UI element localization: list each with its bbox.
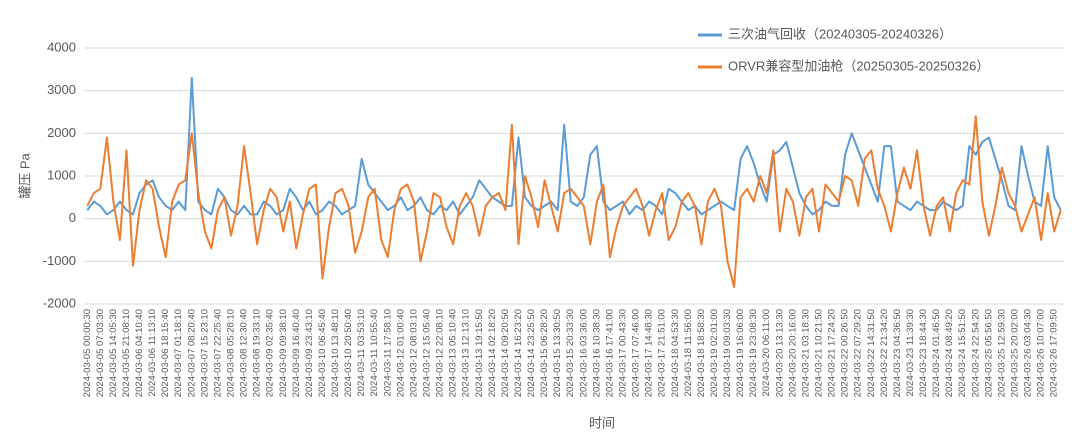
x-tick-label: 2024-03-20 13:13:30 [774,309,785,397]
x-tick-label: 2024-03-11 03:53:10 [356,309,367,397]
x-tick-label: 2024-03-15 13:30:50 [552,309,563,397]
x-tick-label: 2024-03-10 20:50:40 [343,309,354,397]
x-tick-label: 2024-03-19 23:08:30 [748,309,759,397]
x-tick-label: 2024-03-19 09:03:30 [722,309,733,397]
x-tick-label: 2024-03-26 10:07:00 [1036,309,1047,397]
x-tick-label: 2024-03-06 11:13:10 [147,309,158,397]
x-tick-label: 2024-03-22 14:31:50 [866,309,877,397]
x-tick-label: 2024-03-09 09:38:10 [278,309,289,397]
y-tick-label: 4000 [47,39,76,54]
x-tick-label: 2024-03-09 02:35:40 [265,309,276,397]
y-tick-label: -1000 [43,253,76,268]
x-tick-label: 2024-03-26 03:04:30 [1023,309,1034,397]
x-tick-label: 2024-03-21 10:21:50 [814,309,825,397]
x-tick-label: 2024-03-22 07:29:20 [853,309,864,397]
x-tick-label: 2024-03-20 20:16:00 [787,309,798,397]
x-tick-label: 2024-03-25 20:02:00 [1010,309,1021,397]
x-tick-label: 2024-03-14 09:20:50 [500,309,511,397]
x-tick-label: 2024-03-17 14:48:30 [644,309,655,397]
x-tick-label: 2024-03-19 16:06:00 [735,309,746,397]
x-tick-label: 2024-03-11 17:58:10 [382,309,393,397]
x-tick-label: 2024-03-11 10:55:40 [369,309,380,397]
x-tick-label: 2024-03-24 15:51:50 [957,309,968,397]
x-tick-label: 2024-03-08 19:33:10 [252,309,263,397]
x-tick-label: 2024-03-07 15:23:10 [199,309,210,397]
x-tick-label: 2024-03-17 00:43:30 [618,309,629,397]
x-tick-label: 2024-03-16 10:38:30 [591,309,602,397]
x-tick-label: 2024-03-10 13:48:10 [330,309,341,397]
x-tick-label: 2024-03-12 01:00:40 [395,309,406,397]
series-line [86,76,1062,216]
x-tick-label: 2024-03-12 08:03:10 [408,309,419,397]
x-tick-label: 2024-03-21 17:24:20 [827,309,838,397]
y-tick-label: 2000 [47,125,76,140]
y-tick-label: 0 [69,210,76,225]
x-tick-label: 2024-03-22 00:26:50 [840,309,851,397]
y-tick-label: -2000 [43,295,76,310]
x-tick-label: 2024-03-10 06:45:40 [317,309,328,397]
x-tick-label: 2024-03-16 03:36:00 [578,309,589,397]
x-tick-label: 2024-03-23 11:39:30 [905,309,916,397]
x-tick-label: 2024-03-09 23:43:10 [304,309,315,397]
x-tick-label: 2024-03-24 22:54:20 [970,309,981,397]
x-tick-label: 2024-03-15 06:28:20 [539,309,550,397]
x-tick-label: 2024-03-17 21:51:00 [657,309,668,397]
x-tick-label: 2024-03-13 12:13:10 [461,309,472,397]
x-tick-label: 2024-03-15 20:33:30 [565,309,576,397]
x-tick-label: 2024-03-16 17:41:00 [604,309,615,397]
x-tick-label: 2024-03-06 18:15:40 [160,309,171,397]
x-tick-label: 2024-03-09 16:40:40 [291,309,302,397]
series-line [86,115,1062,288]
x-tick-label: 2024-03-08 05:28:10 [226,309,237,397]
x-tick-label: 2024-03-14 16:23:20 [513,309,524,397]
x-tick-label: 2024-03-05 14:05:30 [108,309,119,397]
x-tick-label: 2024-03-23 04:36:50 [892,309,903,397]
y-axis-label: 罐压 Pa [17,152,32,198]
x-tick-label: 2024-03-18 18:58:30 [696,309,707,397]
x-tick-label: 2024-03-13 19:15:50 [474,309,485,397]
x-tick-label: 2024-03-18 11:56:00 [683,309,694,397]
x-tick-label: 2024-03-22 21:34:20 [879,309,890,397]
x-tick-label: 2024-03-19 02:01:00 [709,309,720,397]
x-tick-label: 2024-03-06 04:10:40 [134,309,145,397]
x-tick-label: 2024-03-12 22:08:10 [435,309,446,397]
x-tick-label: 2024-03-12 15:05:40 [422,309,433,397]
x-tick-label: 2024-03-24 01:46:50 [931,309,942,397]
y-tick-label: 1000 [47,167,76,182]
x-tick-label: 2024-03-13 05:10:40 [448,309,459,397]
y-tick-label: 3000 [47,82,76,97]
x-tick-label: 2024-03-07 22:25:40 [212,309,223,397]
x-tick-label: 2024-03-14 23:25:50 [526,309,537,397]
x-tick-label: 2024-03-25 12:59:30 [996,309,1007,397]
legend-label: 三次油气回收（20240305-20240326） [728,26,952,41]
x-tick-label: 2024-03-07 01:18:10 [173,309,184,397]
x-tick-label: 2024-03-07 08:20:40 [186,309,197,397]
x-tick-label: 2024-03-20 06:11:00 [761,309,772,397]
x-tick-label: 2024-03-24 08:49:20 [944,309,955,397]
x-tick-label: 2024-03-14 02:18:20 [487,309,498,397]
legend-label: ORVR兼容型加油枪（20250305-20250326） [728,58,989,73]
x-tick-label: 2024-03-26 17:09:50 [1049,309,1060,397]
x-tick-label: 2024-03-08 12:30:40 [239,309,250,397]
x-tick-label: 2024-03-18 04:53:30 [670,309,681,397]
x-tick-label: 2024-03-23 18:44:30 [918,309,929,397]
x-tick-label: 2024-03-21 03:18:30 [800,309,811,397]
x-axis-label: 时间 [589,415,615,430]
x-tick-label: 2024-03-05 00:00:30 [82,309,93,397]
x-tick-label: 2024-03-05 21:08:10 [121,309,132,397]
x-tick-label: 2024-03-25 05:56:50 [983,309,994,397]
x-tick-label: 2024-03-17 07:46:00 [631,309,642,397]
x-tick-label: 2024-03-05 07:03:30 [95,309,106,397]
